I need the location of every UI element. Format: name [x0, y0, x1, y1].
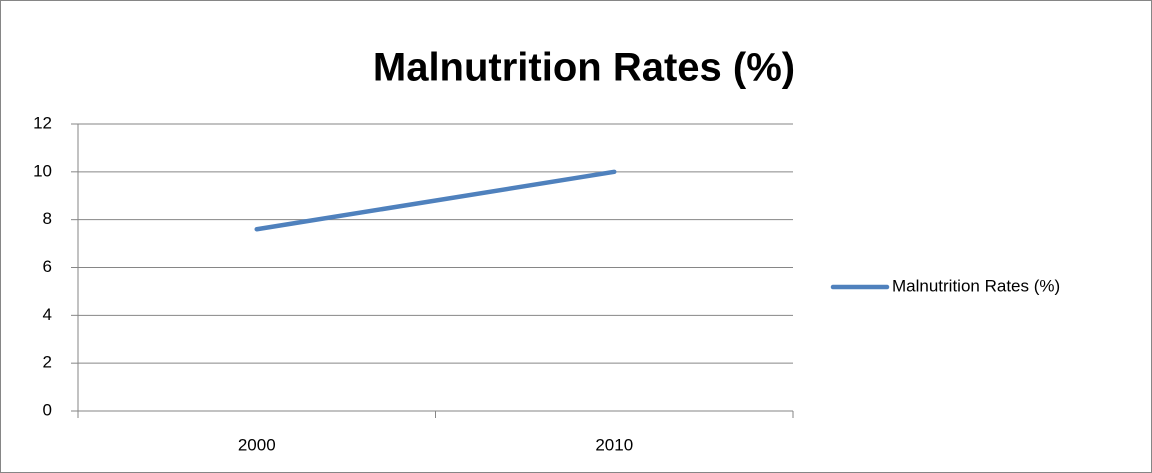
- y-tick-label: 8: [43, 209, 52, 228]
- y-tick-label: 2: [43, 353, 52, 372]
- y-tick-label: 12: [33, 113, 52, 132]
- data-line: [254, 169, 617, 232]
- y-tick-label: 10: [33, 161, 52, 180]
- x-tick-label: 2000: [238, 435, 276, 454]
- y-tick-label: 0: [43, 400, 52, 419]
- legend-label: Malnutrition Rates (%): [892, 276, 1060, 295]
- chart-title: Malnutrition Rates (%): [373, 46, 795, 90]
- y-tick-label: 6: [43, 257, 52, 276]
- x-tick-label: 2010: [595, 435, 633, 454]
- y-tick-label: 4: [43, 305, 52, 324]
